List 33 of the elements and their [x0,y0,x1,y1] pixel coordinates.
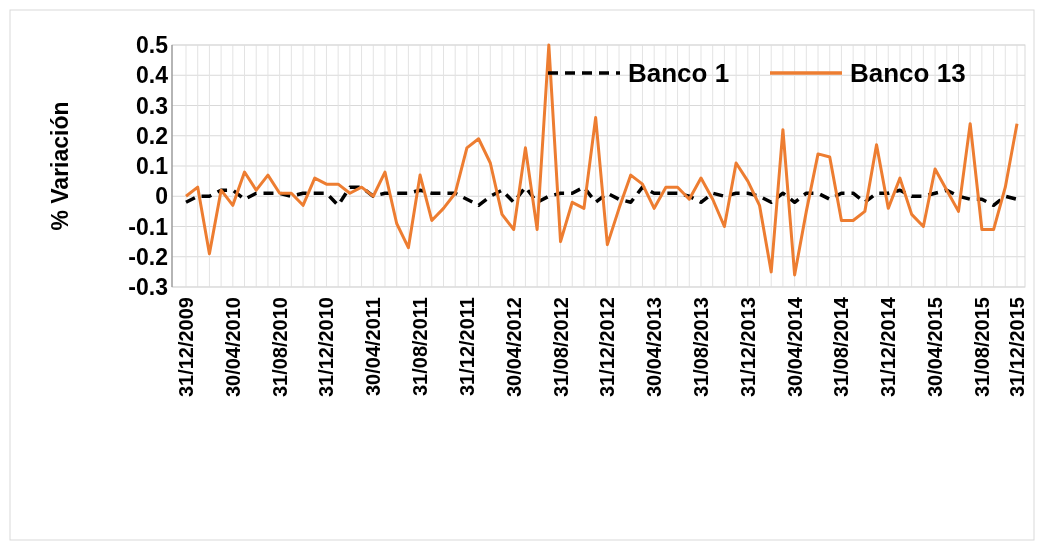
line-series [184,43,1019,277]
y-tick-label: 0.3 [136,92,168,119]
x-tick-label: 31/12/2013 [736,297,759,398]
legend-label: Banco 13 [850,58,966,89]
x-tick-label: 30/04/2013 [643,297,666,398]
x-tick-label: 31/08/2011 [409,297,432,396]
x-tick-label: 31/08/2015 [970,297,993,398]
x-tick-label: 31/08/2012 [549,297,572,398]
x-tick-label: 31/12/2012 [596,297,619,398]
y-tick-label: 0 [155,183,168,210]
legend-label: Banco 1 [628,58,730,89]
x-tick-label: 31/12/2011 [455,297,478,396]
x-tick-label: 30/04/2010 [221,297,244,398]
y-tick-label: -0.2 [128,243,168,270]
y-tick-label: 0.2 [136,122,168,149]
x-tick-label: 31/12/2014 [877,296,900,398]
x-tick-label: 31/08/2010 [268,297,291,398]
y-tick-label: 0.1 [136,153,169,180]
x-tick-label: 31/12/2010 [315,297,338,398]
x-tick-label: 30/04/2011 [362,297,385,396]
x-tick-label: 30/04/2014 [783,296,806,398]
y-axis-title: % Variación [47,101,73,231]
x-tick-label: 31/08/2013 [689,297,712,398]
y-tick-label: -0.1 [128,213,169,240]
y-tick-label: 0.5 [136,32,169,59]
x-tick-label: 31/12/2009 [175,297,197,398]
x-tick-label: 30/04/2012 [502,297,525,398]
x-tick-label: 31/08/2014 [830,296,853,398]
x-tick-label: 30/04/2015 [924,297,947,398]
line-series [184,185,1019,208]
y-tick-label: 0.4 [136,62,169,89]
y-tick-label: -0.3 [128,274,168,301]
x-tick-label: 31/12/2015 [1006,297,1028,398]
